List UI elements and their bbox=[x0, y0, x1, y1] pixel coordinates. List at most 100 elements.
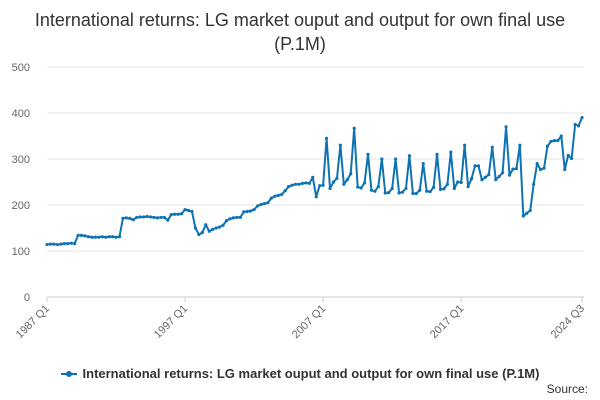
data-point bbox=[362, 181, 367, 185]
data-point bbox=[228, 217, 232, 221]
data-point bbox=[121, 216, 125, 220]
data-point bbox=[556, 139, 560, 143]
data-point bbox=[414, 191, 418, 196]
source-label: Source: bbox=[546, 382, 588, 396]
data-point bbox=[110, 235, 115, 239]
data-point bbox=[166, 218, 170, 222]
data-point bbox=[217, 225, 222, 229]
data-point bbox=[249, 209, 253, 213]
data-point bbox=[159, 215, 163, 220]
data-point bbox=[300, 181, 305, 185]
data-point bbox=[131, 218, 135, 222]
data-point bbox=[331, 180, 336, 184]
data-point bbox=[276, 193, 280, 197]
data-point bbox=[521, 214, 525, 218]
data-point bbox=[117, 235, 122, 239]
data-point bbox=[211, 227, 215, 231]
data-point bbox=[324, 136, 329, 140]
y-tick-label: 500 bbox=[12, 62, 30, 74]
data-point bbox=[428, 190, 432, 194]
data-point bbox=[148, 215, 153, 219]
data-point bbox=[528, 208, 532, 213]
data-point bbox=[552, 139, 556, 143]
data-point bbox=[262, 202, 267, 206]
data-point bbox=[483, 175, 487, 179]
data-point bbox=[373, 189, 377, 193]
data-point bbox=[387, 190, 391, 195]
data-point bbox=[518, 143, 522, 147]
y-tick-label: 100 bbox=[12, 246, 30, 258]
data-point bbox=[328, 186, 332, 191]
data-point bbox=[338, 143, 342, 147]
data-point bbox=[207, 229, 211, 233]
data-point bbox=[173, 212, 177, 216]
x-axis: 1987 Q1 1997 Q1 2007 Q1 2017 Q1 2024 Q3 bbox=[14, 297, 587, 341]
data-point bbox=[52, 242, 56, 246]
data-point bbox=[463, 143, 467, 147]
data-point bbox=[345, 178, 349, 182]
data-point bbox=[501, 171, 505, 175]
data-point bbox=[480, 178, 484, 182]
data-point bbox=[494, 178, 498, 182]
data-point bbox=[124, 216, 128, 220]
data-point bbox=[259, 202, 263, 207]
data-point bbox=[86, 235, 91, 239]
x-tick-label: 2007 Q1 bbox=[290, 303, 328, 341]
data-point bbox=[349, 172, 353, 176]
data-point bbox=[487, 173, 491, 177]
data-point bbox=[469, 177, 474, 181]
data-point bbox=[62, 242, 66, 246]
data-point bbox=[238, 215, 242, 220]
data-point bbox=[559, 134, 563, 138]
data-point bbox=[76, 233, 80, 237]
data-point bbox=[142, 215, 146, 219]
data-point bbox=[280, 192, 284, 197]
data-point bbox=[504, 125, 508, 129]
data-point bbox=[273, 194, 277, 198]
data-point bbox=[214, 226, 218, 230]
data-point bbox=[45, 242, 49, 247]
data-point bbox=[535, 162, 539, 166]
data-point bbox=[476, 164, 481, 168]
data-point bbox=[445, 182, 449, 186]
data-point bbox=[497, 174, 501, 179]
data-point bbox=[107, 235, 111, 239]
data-point bbox=[352, 126, 356, 130]
data-point bbox=[411, 191, 415, 196]
data-point bbox=[473, 164, 477, 168]
data-point bbox=[290, 183, 294, 187]
data-point bbox=[431, 185, 436, 190]
data-point bbox=[104, 235, 108, 239]
data-point bbox=[269, 196, 273, 200]
data-point bbox=[456, 180, 460, 184]
y-tick-label: 400 bbox=[12, 108, 30, 120]
data-point bbox=[511, 167, 515, 171]
x-tick-label: 2017 Q1 bbox=[428, 303, 466, 341]
data-point bbox=[394, 157, 398, 161]
data-point bbox=[356, 185, 360, 189]
data-point bbox=[252, 208, 256, 212]
series-line-group bbox=[45, 116, 584, 247]
data-point bbox=[318, 184, 322, 188]
data-point bbox=[335, 176, 339, 180]
data-point bbox=[311, 175, 315, 179]
data-point bbox=[304, 181, 308, 185]
data-point bbox=[421, 162, 425, 166]
data-point bbox=[224, 219, 229, 223]
data-point bbox=[245, 209, 249, 214]
data-point bbox=[242, 210, 246, 214]
x-tick-label: 1997 Q1 bbox=[152, 303, 190, 341]
data-point bbox=[407, 154, 412, 158]
data-point bbox=[138, 215, 142, 219]
data-point bbox=[359, 186, 363, 190]
data-point bbox=[397, 191, 401, 195]
data-point bbox=[200, 231, 204, 235]
data-point bbox=[297, 182, 301, 186]
data-point bbox=[90, 235, 94, 239]
data-point bbox=[563, 167, 567, 172]
data-point bbox=[204, 223, 208, 227]
data-point bbox=[186, 208, 191, 213]
data-point bbox=[376, 185, 380, 189]
data-point bbox=[342, 182, 346, 186]
data-point bbox=[404, 186, 408, 191]
